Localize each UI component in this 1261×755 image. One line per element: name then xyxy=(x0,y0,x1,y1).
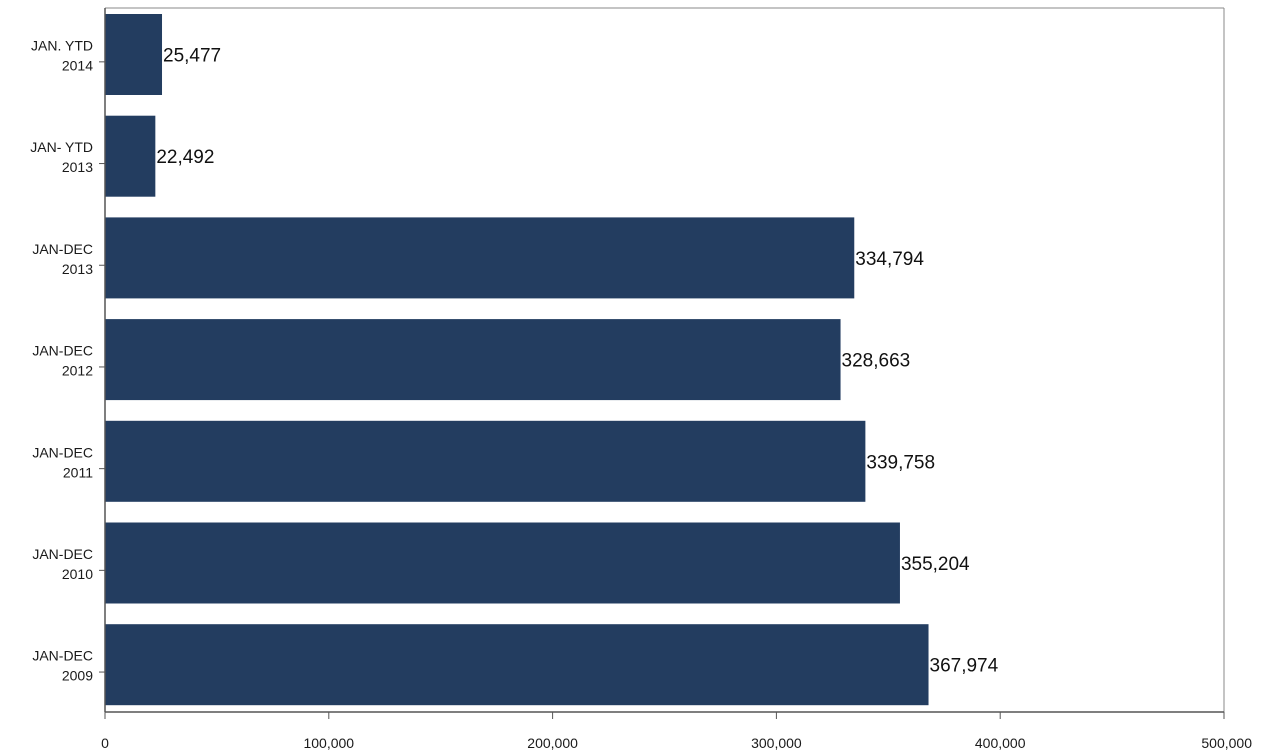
category-label: JAN- YTD xyxy=(30,139,93,155)
category-label: 2014 xyxy=(62,58,93,74)
category-label: 2009 xyxy=(62,668,93,684)
category-label: 2012 xyxy=(62,363,93,379)
bar xyxy=(105,115,156,197)
labels-layer: 25,477 JAN. YTD 2014 22,492 JAN- YTD 2013 334,… xyxy=(30,38,998,684)
x-tick-label: 400,000 xyxy=(975,735,1026,751)
bar-value-label: 355,204 xyxy=(901,554,970,575)
category-label: JAN-DEC xyxy=(32,648,93,664)
x-tick-label: 100,000 xyxy=(303,735,354,751)
category-label: JAN. YTD xyxy=(31,38,93,54)
bar xyxy=(105,14,163,95)
bar xyxy=(105,624,929,706)
category-label: 2010 xyxy=(62,566,93,582)
category-label: 2013 xyxy=(62,261,93,277)
bar xyxy=(105,420,866,502)
x-tick-label: 300,000 xyxy=(751,735,802,751)
bar xyxy=(105,319,841,401)
category-label: JAN-DEC xyxy=(32,343,93,359)
bars-layer xyxy=(105,14,929,706)
category-label: JAN-DEC xyxy=(32,546,93,562)
x-tick-label: 0 xyxy=(101,735,109,751)
x-tick-label: 500,000 xyxy=(1201,735,1252,751)
bar-value-label: 328,663 xyxy=(842,351,911,372)
bar xyxy=(105,217,855,299)
bar-value-label: 334,794 xyxy=(855,249,924,270)
category-label: 2013 xyxy=(62,159,93,175)
x-axis: 0 100,000 200,000 300,000 400,000 500,000 xyxy=(99,7,1252,751)
bar xyxy=(105,522,900,604)
category-label: 2011 xyxy=(63,464,93,480)
bar-value-label: 22,492 xyxy=(156,147,214,168)
bar-value-label: 339,758 xyxy=(866,452,935,473)
category-label: JAN-DEC xyxy=(32,444,93,460)
bar-value-label: 25,477 xyxy=(163,46,221,67)
category-label: JAN-DEC xyxy=(32,241,93,257)
x-tick-label: 200,000 xyxy=(527,735,578,751)
bar-value-label: 367,974 xyxy=(930,656,999,677)
